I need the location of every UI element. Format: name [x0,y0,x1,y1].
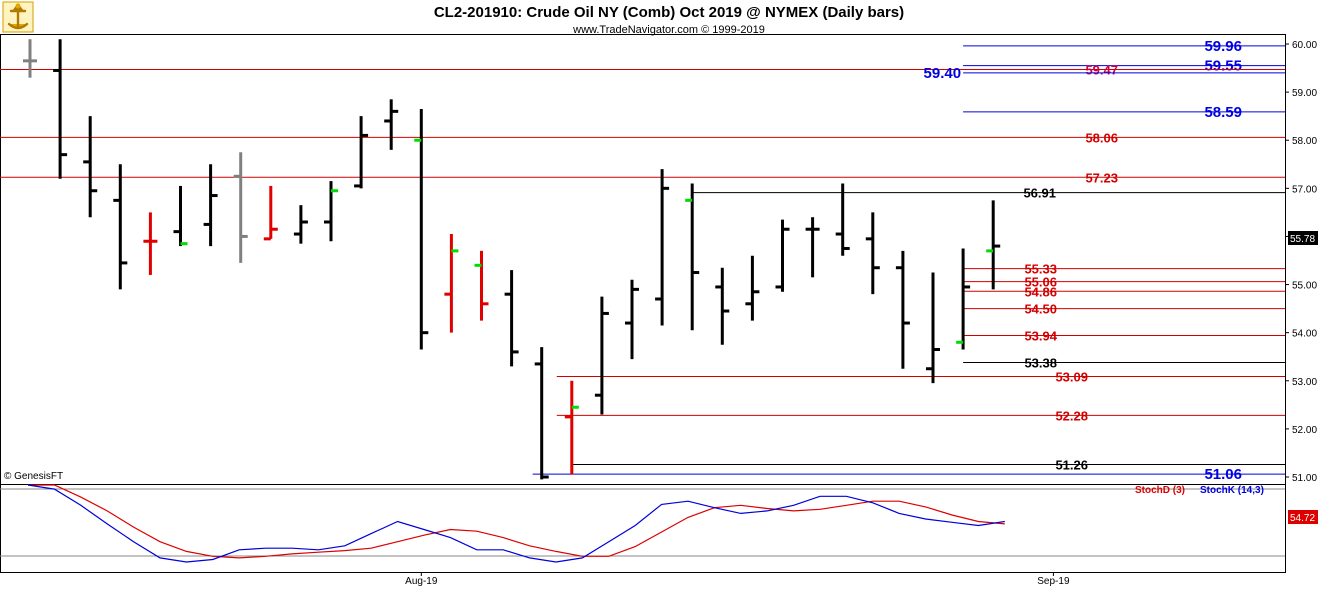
chart-subtitle: www.TradeNavigator.com © 1999-2019 [572,24,765,36]
level-label-10: 54.86 [1024,284,1057,299]
level-label-13: 53.38 [1024,355,1057,370]
ohlc-bar-8 [263,185,278,241]
price-levels: 59.96 59.55 59.47 59.40 58.59 58.06 57.23 56.91… [0,38,1285,483]
ohlc-bar-28 [865,212,880,295]
y-tick-label-6: 54.00 [1292,329,1317,340]
level-label-11: 54.50 [1024,302,1057,317]
y-tick-label-9: 51.00 [1292,473,1317,484]
ohlc-bar-29 [895,250,910,369]
ohlc-bar-26 [805,217,820,278]
ohlc-bar-24 [745,255,760,321]
level-label-4: 58.59 [1204,104,1242,121]
last-price-label: 55.78 [1290,234,1315,245]
chart-title: CL2-201910: Crude Oil NY (Comb) Oct 2019… [434,4,904,21]
level-label-2: 59.47 [1085,62,1118,77]
ohlc-bar-7 [233,152,248,263]
level-label-3: 59.40 [924,65,962,82]
stoch-series-1 [27,484,1005,563]
price-axis: 60.0059.0058.0057.0056.0055.0054.0053.00… [1285,40,1317,484]
stoch-last-value-label: 54.72 [1290,513,1315,524]
ohlc-bar-19 [594,296,609,415]
ohlc-bar-10 [324,181,338,242]
price-bars [23,39,1001,480]
ohlc-bar-12 [384,99,399,150]
ohlc-bar-15 [474,250,489,321]
level-label-17: 51.06 [1204,466,1242,483]
copyright-label: © GenesisFT [4,471,63,482]
ohlc-bar-30 [926,272,940,384]
ohlc-bar-0 [23,39,37,78]
level-label-5: 58.06 [1085,130,1118,145]
y-tick-label-0: 60.00 [1292,40,1317,51]
ohlc-bar-14 [444,234,459,333]
ohlc-bar-11 [354,116,369,189]
ohlc-bar-27 [835,183,850,256]
ohlc-bar-20 [625,279,639,360]
level-label-8: 55.33 [1024,262,1057,277]
level-label-15: 52.28 [1055,408,1088,423]
ohlc-bar-6 [203,164,218,247]
ohlc-bar-23 [715,267,730,345]
stoch-last-value-marker: 54.72 [1288,510,1318,524]
level-label-7: 56.91 [1023,186,1056,201]
ohlc-bar-16 [504,270,519,367]
stochastic-lines [27,484,1005,563]
level-label-9: 55.06 [1024,275,1057,290]
ohlc-bar-3 [113,164,128,290]
level-label-12: 53.94 [1024,329,1057,344]
level-label-0: 59.96 [1204,38,1242,55]
level-label-6: 57.23 [1085,170,1118,185]
y-tick-label-2: 58.00 [1292,136,1317,147]
ohlc-bar-2 [83,116,98,218]
ohlc-bar-32 [986,200,1001,290]
last-price-marker: 55.78 [1288,231,1318,245]
ohlc-bar-5 [173,185,188,247]
y-tick-label-7: 53.00 [1292,377,1317,388]
y-tick-label-3: 57.00 [1292,184,1317,195]
stoch-series-0 [28,484,1005,559]
ohlc-bar-4 [143,212,158,275]
time-axis: Aug-19 Sep-19 [405,572,1070,587]
ohlc-bar-17 [534,347,549,480]
x-tick-label-0: Aug-19 [405,576,438,587]
y-tick-label-1: 59.00 [1292,88,1317,99]
ohlc-bar-25 [775,219,790,292]
ohlc-bar-21 [655,169,670,326]
ohlc-bar-9 [293,205,308,244]
ohlc-bar-13 [414,108,429,350]
header: CL2-201910: Crude Oil NY (Comb) Oct 2019… [434,4,904,36]
ohlc-bar-22 [685,183,700,331]
legend-stoch-k: StochK (14,3) [1200,485,1264,496]
x-tick-label-1: Sep-19 [1037,576,1070,587]
ohlc-bar-18 [564,380,579,475]
legend-stoch-d: StochD (3) [1135,485,1185,496]
y-tick-label-8: 52.00 [1292,425,1317,436]
trade-navigator-logo-icon [2,1,34,33]
level-label-14: 53.09 [1055,369,1088,384]
y-tick-label-5: 55.00 [1292,281,1317,292]
ohlc-bar-31 [956,248,971,350]
ohlc-bar-1 [53,39,68,179]
indicator-panel-frame [0,484,1286,573]
level-label-16: 51.26 [1055,457,1088,472]
price-panel-frame [0,34,1286,485]
level-label-1: 59.55 [1204,58,1242,75]
